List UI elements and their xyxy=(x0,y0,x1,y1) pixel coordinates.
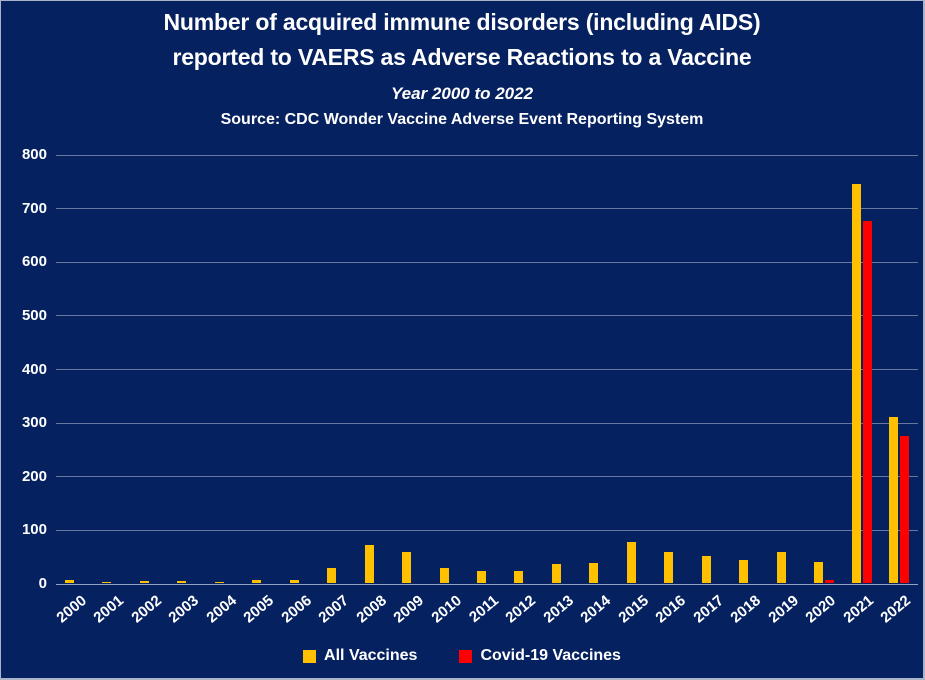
all-vaccines-swatch-icon xyxy=(303,649,317,663)
gridline-y-0 xyxy=(56,583,918,585)
gridline-y-300 xyxy=(56,422,918,424)
bar-all-vaccines-2015 xyxy=(626,542,636,583)
chart-subtitle: Year 2000 to 2022 xyxy=(390,84,534,103)
bar-all-vaccines-2003 xyxy=(177,581,187,583)
legend-label-covid-vaccines: Covid-19 Vaccines xyxy=(480,647,621,664)
bar-covid-vaccines-2021 xyxy=(862,221,872,583)
bar-all-vaccines-2000 xyxy=(64,580,74,583)
bar-all-vaccines-2022 xyxy=(889,416,899,583)
chart-source-note: Source: CDC Wonder Vaccine Adverse Event… xyxy=(220,111,704,128)
chart-title-line-2: reported to VAERS as Adverse Reactions t… xyxy=(172,44,752,70)
bar-all-vaccines-2002 xyxy=(139,581,149,583)
bar-all-vaccines-2005 xyxy=(252,580,262,583)
y-axis-tick-label-100: 100 xyxy=(21,521,47,539)
bar-all-vaccines-2008 xyxy=(364,545,374,583)
legend-item-covid-vaccines: Covid-19 Vaccines xyxy=(459,647,621,665)
gridline-y-500 xyxy=(56,315,918,317)
bar-all-vaccines-2006 xyxy=(289,579,299,583)
bar-all-vaccines-2001 xyxy=(102,582,112,583)
y-axis-tick-label-800: 800 xyxy=(21,146,47,163)
bar-covid-vaccines-2020 xyxy=(825,580,835,583)
chart-title-line-1: Number of acquired immune disorders (inc… xyxy=(163,9,761,35)
y-axis-tick-label-700: 700 xyxy=(21,199,47,217)
bar-all-vaccines-2013 xyxy=(551,564,561,583)
y-axis-tick-label-0: 0 xyxy=(38,575,47,592)
gridline-y-200 xyxy=(56,476,918,478)
chart-header: Number of acquired immune disorders (inc… xyxy=(1,11,923,128)
bar-all-vaccines-2020 xyxy=(814,561,824,583)
bar-all-vaccines-2009 xyxy=(402,552,412,583)
bar-all-vaccines-2007 xyxy=(327,568,337,583)
y-axis-tick-label-300: 300 xyxy=(21,414,47,432)
bar-all-vaccines-2012 xyxy=(514,571,524,583)
bar-all-vaccines-2018 xyxy=(739,559,749,583)
bar-all-vaccines-2011 xyxy=(477,571,486,583)
y-axis-tick-label-200: 200 xyxy=(21,467,47,485)
gridline-y-800 xyxy=(56,154,918,156)
gridline-y-400 xyxy=(56,369,918,370)
plot-area: 0 100 200 300 400 500 600 700 800 2000 2001 2002 200… xyxy=(22,146,918,626)
bar-all-vaccines-2004 xyxy=(214,581,224,583)
bar-covid-vaccines-2022 xyxy=(900,435,910,583)
gridline-y-600 xyxy=(56,261,918,263)
bar-all-vaccines-2014 xyxy=(589,562,599,583)
legend-label-all-vaccines: All Vaccines xyxy=(324,647,418,664)
y-axis-tick-label-400: 400 xyxy=(21,360,47,378)
y-axis-tick-label-500: 500 xyxy=(21,306,47,324)
bar-all-vaccines-2019 xyxy=(776,551,786,583)
bar-all-vaccines-2017 xyxy=(701,555,711,583)
legend: All Vaccines Covid-19 Vaccines xyxy=(1,647,923,665)
legend-item-all-vaccines: All Vaccines xyxy=(303,647,417,665)
y-axis-tick-label-600: 600 xyxy=(21,253,47,271)
gridline-y-700 xyxy=(56,208,918,210)
bar-all-vaccines-2010 xyxy=(439,568,449,583)
bar-all-vaccines-2016 xyxy=(664,551,674,583)
covid-vaccines-swatch-icon xyxy=(459,649,473,663)
gridline-y-100 xyxy=(56,529,918,531)
bar-all-vaccines-2021 xyxy=(851,183,861,583)
